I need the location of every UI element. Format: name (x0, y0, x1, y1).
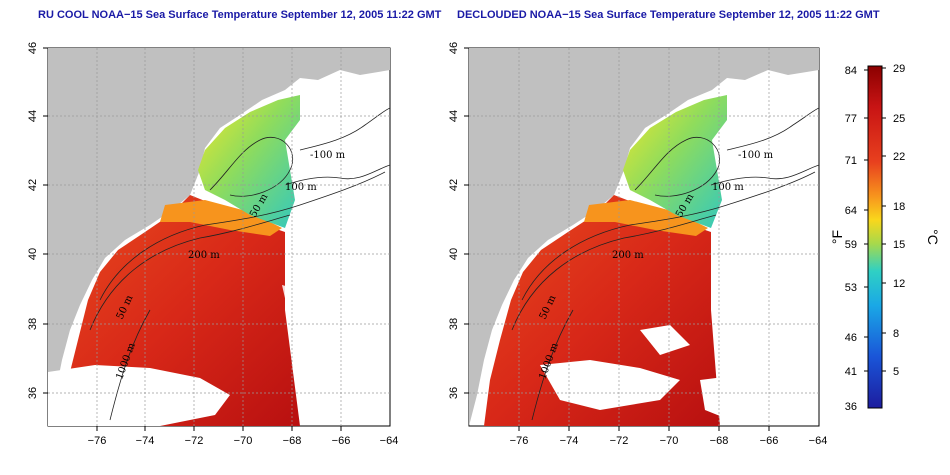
cloud-patch (640, 325, 690, 355)
map-panel-left: -100 m 100 m 50 m 200 m 50 m 1000 m −76 … (27, 42, 398, 447)
colorbar-f-tick: 77 (845, 113, 857, 125)
sst-shelf-band (160, 200, 282, 236)
cloud-patch (300, 80, 365, 120)
colorbar-f-tick: 53 (845, 282, 857, 294)
land-mass (469, 48, 819, 426)
colorbar: 84 77 71 64 59 53 46 41 36 29 25 22 18 1… (829, 63, 941, 413)
x-tick-label: −68 (283, 435, 302, 447)
x-tick-label: −68 (710, 435, 729, 447)
colorbar-c-tick: 8 (893, 328, 899, 340)
colorbar-f-tick: 41 (845, 366, 857, 378)
cloud-patch (727, 80, 793, 120)
y-tick-label: 36 (27, 387, 39, 399)
colorbar-f-tick: 46 (845, 332, 857, 344)
x-tick-label: −74 (560, 435, 579, 447)
y-tick-label: 38 (448, 318, 460, 330)
colorbar-c-tick: 15 (893, 239, 905, 251)
colorbar-f-tick: 71 (845, 155, 857, 167)
map-title-right: DECLOUDED NOAA−15 Sea Surface Temperatur… (457, 9, 880, 21)
colorbar-unit-celsius: °C (925, 229, 941, 245)
y-tick-label: 44 (27, 110, 39, 122)
sst-cool-water (198, 95, 300, 228)
colorbar-gradient (867, 65, 883, 409)
y-tick-label: 40 (27, 248, 39, 260)
x-tick-label: −66 (332, 435, 351, 447)
x-tick-label: −70 (234, 435, 253, 447)
y-tick-label: 42 (27, 179, 39, 191)
contour-label: 200 m (188, 250, 220, 261)
colorbar-c-tick: 25 (893, 113, 905, 125)
map-title-left: RU COOL NOAA−15 Sea Surface Temperature … (38, 9, 442, 21)
x-tick-label: −72 (185, 435, 204, 447)
colorbar-c-tick: 22 (893, 151, 905, 163)
x-tick-label: −74 (136, 435, 155, 447)
y-tick-label: 46 (27, 42, 39, 54)
colorbar-f-tick: 59 (845, 239, 857, 251)
colorbar-f-tick: 64 (845, 205, 857, 217)
cloud-patch (48, 365, 230, 426)
sst-shelf-band (584, 200, 708, 236)
colorbar-c-tick: 12 (893, 278, 905, 290)
contour-label: 100 m (285, 182, 317, 193)
contour-label: -100 m (738, 150, 774, 161)
x-tick-label: −72 (610, 435, 629, 447)
y-tick-label: 42 (448, 179, 460, 191)
cloud-patch (540, 360, 680, 410)
y-tick-label: 46 (448, 42, 460, 54)
contour-label: -100 m (310, 150, 346, 161)
colorbar-c-tick: 5 (893, 366, 899, 378)
land-mass (48, 48, 390, 426)
colorbar-unit-fahrenheit: °F (829, 230, 845, 244)
sst-cool-water (623, 95, 727, 228)
y-tick-label: 36 (448, 387, 460, 399)
x-tick-label: −76 (510, 435, 529, 447)
colorbar-f-tick: 36 (845, 401, 857, 413)
x-tick-label: −64 (809, 435, 828, 447)
contour-label: 100 m (712, 182, 744, 193)
map-panel-right: -100 m 100 m 50 m 200 m 50 m 1000 m −76 … (448, 42, 827, 447)
contour-label: 200 m (612, 250, 644, 261)
cloud-patch (700, 375, 760, 420)
x-tick-label: −70 (660, 435, 679, 447)
y-tick-label: 40 (448, 248, 460, 260)
colorbar-c-tick: 18 (893, 201, 905, 213)
x-tick-label: −66 (760, 435, 779, 447)
y-tick-label: 38 (27, 318, 39, 330)
colorbar-f-tick: 84 (845, 65, 857, 77)
x-tick-label: −64 (380, 435, 399, 447)
cloud-stipple (282, 285, 325, 345)
colorbar-c-tick: 29 (893, 63, 905, 75)
y-tick-label: 44 (448, 110, 460, 122)
x-tick-label: −76 (88, 435, 107, 447)
